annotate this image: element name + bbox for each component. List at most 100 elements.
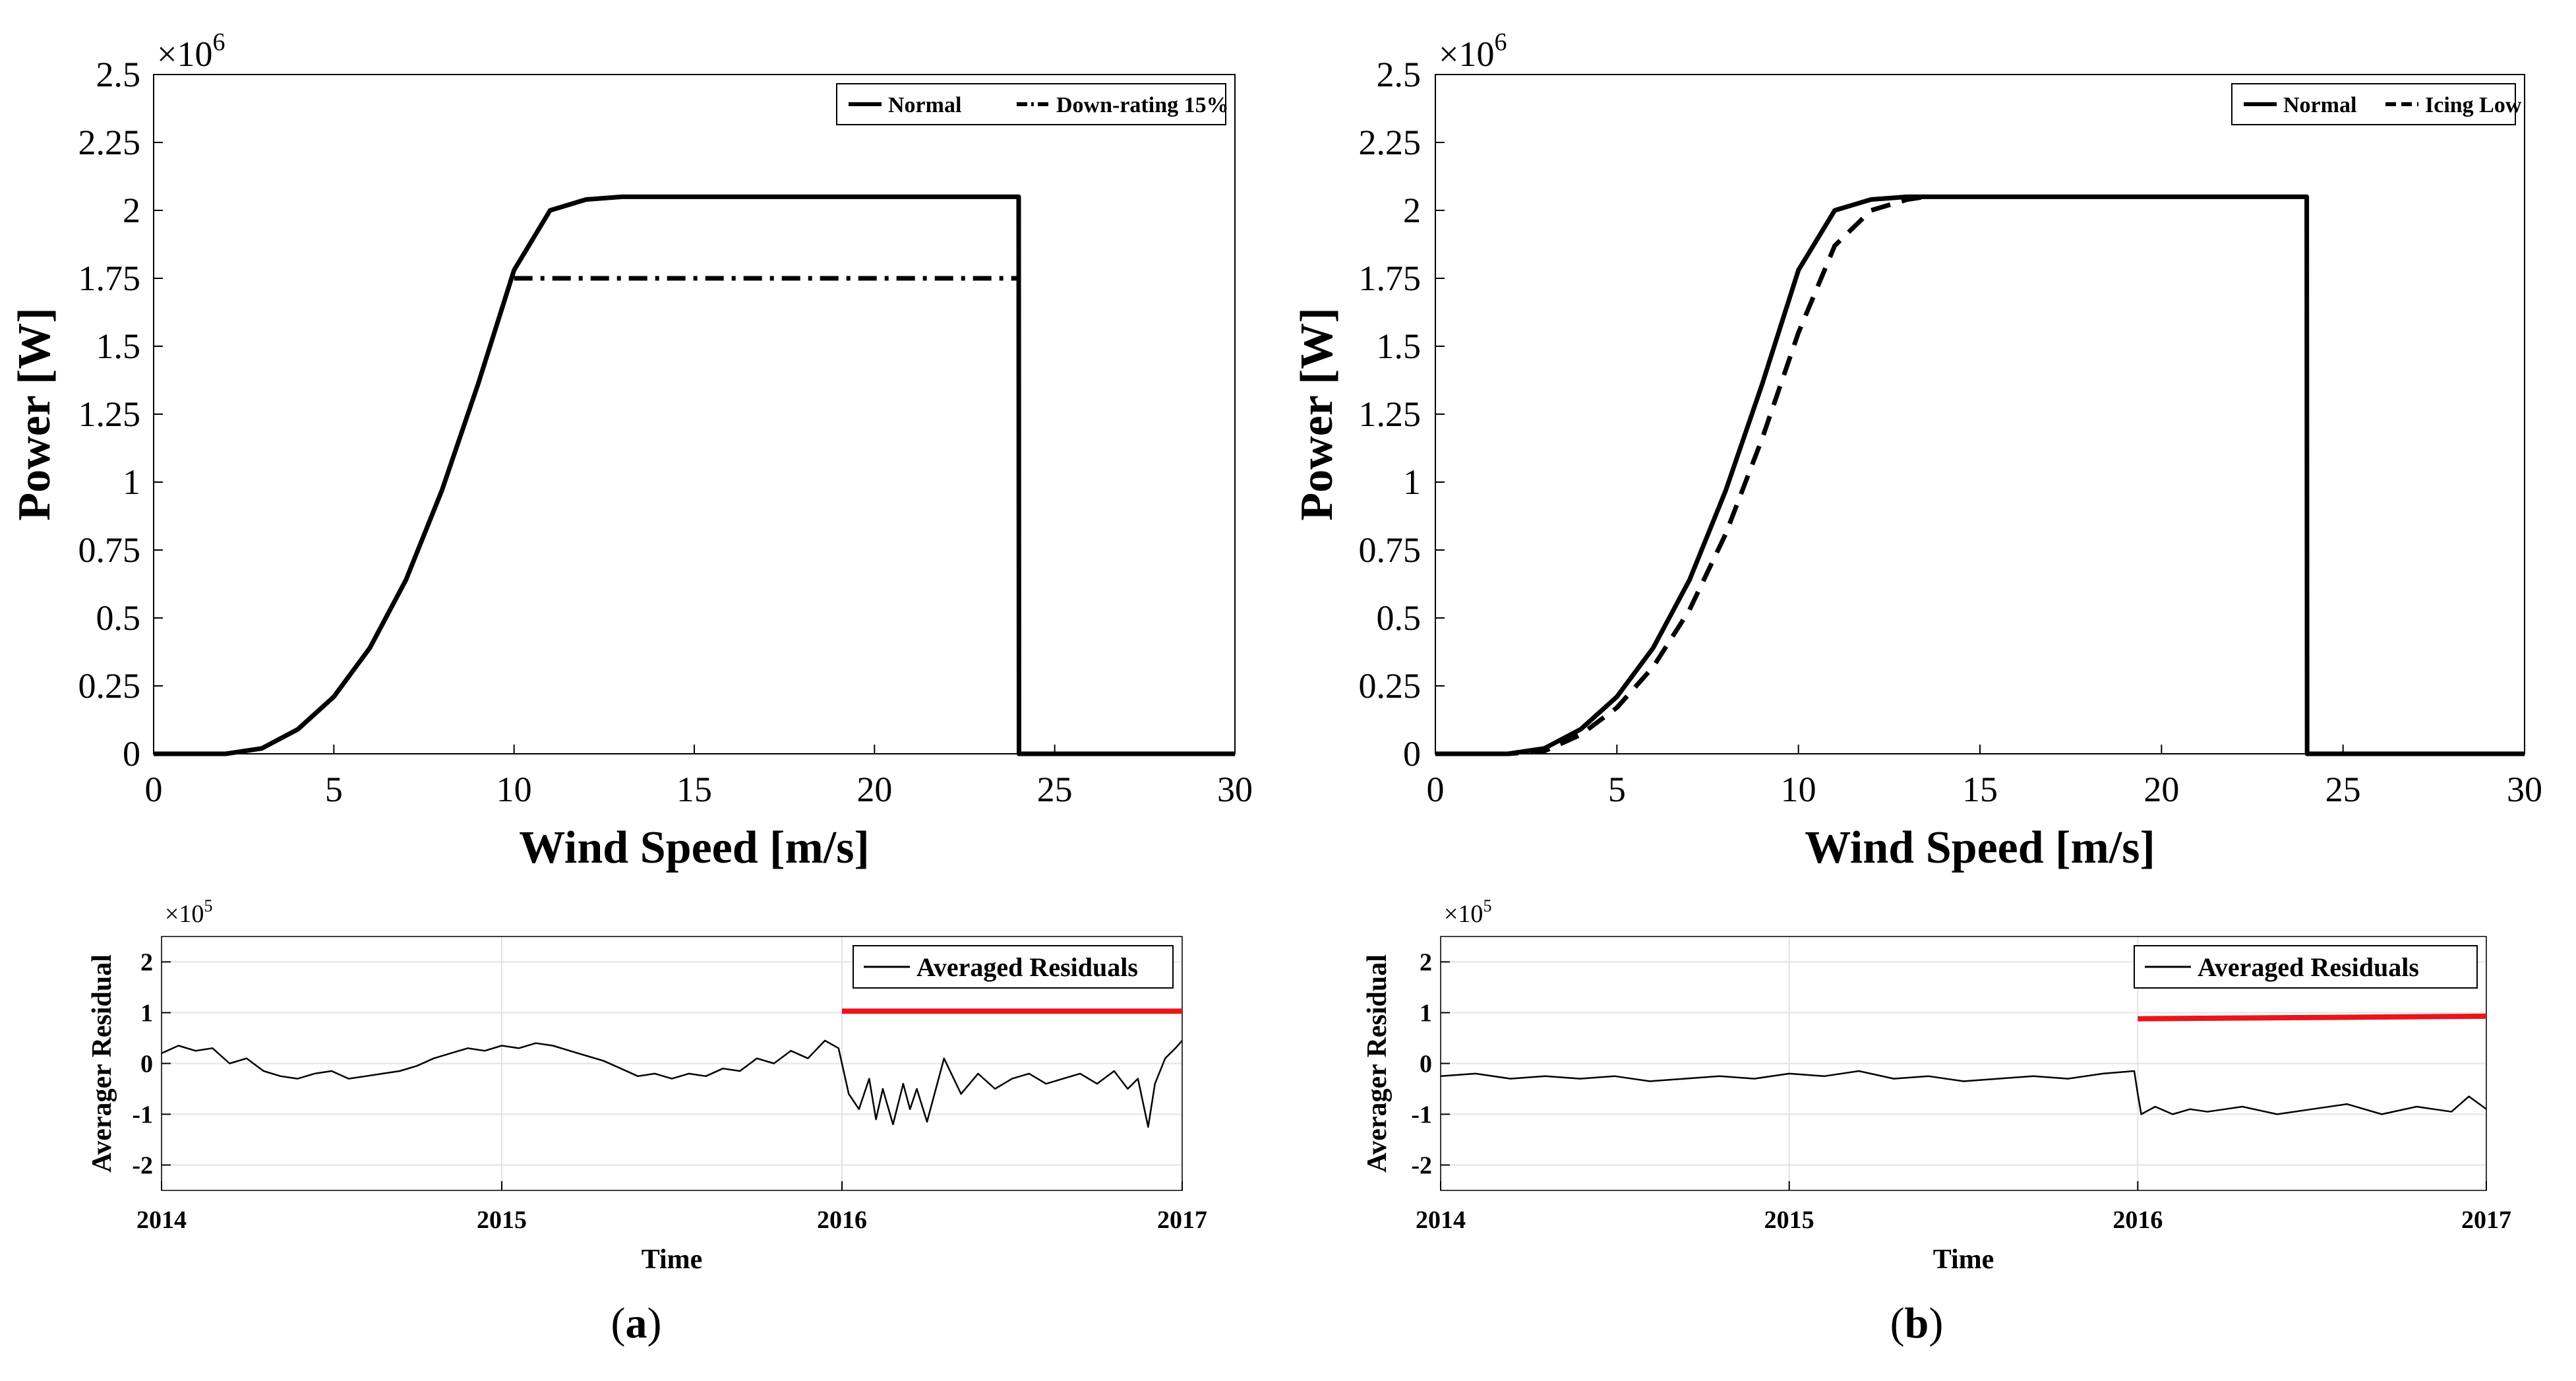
- text-layer: 0 5 10 15 20 25 3000.250.50.7511.251.51.7522.2…: [9, 28, 2542, 1347]
- residuals-a-ytick-label-1: -1: [132, 1101, 153, 1129]
- power-curve-a-ytick-label-5: 1.25: [78, 394, 141, 434]
- residuals-b-ytick-label-0: -2: [1411, 1152, 1432, 1180]
- residuals-b-xlabel: Time: [1933, 1244, 1994, 1275]
- power-curve-b-legend-label-1: Icing Low: [2425, 93, 2522, 117]
- power-curve-b-xtick-label-0: 0: [1427, 770, 1445, 809]
- power-curve-b-ytick-label-7: 1.75: [1359, 259, 1422, 298]
- power-curve-b-xtick-label-6: 30: [2507, 770, 2542, 809]
- power-curve-a-ytick-label-10: 2.5: [96, 55, 141, 94]
- residuals-b-y-exponent: ×105: [1444, 896, 1491, 928]
- power-curve-b-y-exponent: ×106: [1439, 28, 1507, 74]
- panel-label-open-0: (: [611, 1299, 626, 1347]
- residuals-a-ytick-label-4: 2: [140, 949, 153, 977]
- panel-label-letter-1: b: [1905, 1299, 1929, 1347]
- power-curve-b-ytick-label-0: 0: [1403, 734, 1421, 774]
- residuals-b-ylabel: Averager Residual: [1362, 954, 1393, 1173]
- power-curve-b-series-1: [1435, 194, 1926, 756]
- power-curve-a-y-exponent-power: 6: [212, 28, 225, 56]
- residuals-a-legend-label-0: Averaged Residuals: [916, 952, 1138, 982]
- power-curve-a-y-exponent: ×106: [157, 28, 225, 74]
- residuals-b-xtick-label-1: 2015: [1764, 1206, 1814, 1234]
- panel-label-a: (a): [611, 1299, 662, 1347]
- power-curve-a-xtick-label-3: 15: [676, 770, 712, 809]
- power-curve-a-ylabel: Power [W]: [9, 307, 60, 520]
- power-curve-a-ytick-label-4: 1: [123, 462, 140, 502]
- power-curve-b-ytick-label-10: 2.5: [1377, 55, 1422, 94]
- power-curve-b-xtick-label-3: 15: [1962, 770, 1998, 809]
- power-curve-b-legend-label-0: Normal: [2283, 93, 2356, 117]
- power-curve-a-xtick-label-1: 5: [325, 770, 343, 809]
- residuals-a-ytick-label-0: -2: [132, 1152, 153, 1180]
- power-curve-a-frame: [153, 74, 1236, 754]
- residuals-b-legend-box: [2134, 945, 2478, 989]
- power-curve-a-ytick-label-1: 0.25: [78, 666, 141, 706]
- series-layer: [154, 194, 2525, 1128]
- residuals-b-xtick-label-2: 2016: [2112, 1206, 2163, 1234]
- residuals-a-xtick-label-1: 2015: [477, 1206, 527, 1234]
- power-curve-b-ytick-label-9: 2.25: [1359, 123, 1422, 162]
- residuals-a-xtick-label-0: 2014: [136, 1206, 187, 1234]
- axes-frames: [153, 74, 2525, 1191]
- residuals-a-ytick-label-2: 0: [140, 1051, 153, 1078]
- power-curve-a-xtick-label-2: 10: [496, 770, 532, 809]
- residuals-a-xtick-label-3: 2017: [1157, 1206, 1207, 1234]
- power-curve-b-ytick-label-6: 1.5: [1377, 326, 1422, 366]
- residuals-a-y-exponent: ×105: [165, 896, 212, 928]
- residuals-a-y-exponent-power: 5: [204, 896, 212, 915]
- power-curve-b-series-0: [1435, 194, 2525, 756]
- residuals-b-series-0: [1440, 1070, 2487, 1115]
- panel-label-close-0: ): [647, 1299, 662, 1347]
- residuals-b-ytick-label-3: 1: [1420, 1000, 1432, 1028]
- residuals-b-xtick-label-0: 2014: [1416, 1206, 1466, 1234]
- residuals-b-ytick-label-2: 0: [1420, 1051, 1432, 1078]
- residuals-b-threshold-line: [2138, 1013, 2487, 1022]
- power-curve-b-ytick-label-1: 0.25: [1359, 666, 1422, 706]
- power-curve-a-xtick-label-0: 0: [145, 770, 163, 809]
- residuals-b-ytick-label-1: -1: [1411, 1101, 1432, 1129]
- power-curve-b-ytick-label-5: 1.25: [1359, 394, 1422, 434]
- power-curve-a-ytick-label-2: 0.5: [96, 598, 141, 638]
- residuals-b-y-exponent-base: ×10: [1444, 900, 1483, 928]
- residuals-a-xtick-label-2: 2016: [817, 1206, 867, 1234]
- power-curve-a-xlabel: Wind Speed [m/s]: [519, 822, 870, 873]
- power-curve-b-xtick-label-4: 20: [2143, 770, 2179, 809]
- panel-label-close-1: ): [1929, 1299, 1943, 1347]
- power-curve-a-xtick-label-5: 25: [1037, 770, 1073, 809]
- power-curve-b-ytick-label-2: 0.5: [1377, 598, 1422, 638]
- power-curve-b-ytick-label-4: 1: [1403, 462, 1421, 502]
- power-curve-b-xlabel: Wind Speed [m/s]: [1805, 822, 2155, 873]
- residuals-b-legend-label-0: Averaged Residuals: [2198, 952, 2419, 982]
- power-curve-a-legend-label-0: Normal: [888, 93, 961, 117]
- residuals-a-ylabel: Averager Residual: [87, 954, 117, 1173]
- residuals-b-xtick-label-3: 2017: [2461, 1206, 2511, 1234]
- power-curve-b-ytick-label-3: 0.75: [1359, 530, 1422, 570]
- residuals-a-ytick-label-3: 1: [140, 1000, 153, 1028]
- power-curve-b-xtick-label-2: 10: [1781, 770, 1816, 809]
- power-curve-a-ytick-label-9: 2.25: [78, 123, 141, 162]
- power-curve-a-ytick-label-8: 2: [123, 191, 140, 230]
- power-curve-b-xtick-label-1: 5: [1608, 770, 1626, 809]
- power-curve-a-y-exponent-base: ×10: [157, 34, 212, 74]
- residuals-a-y-exponent-base: ×10: [165, 900, 204, 928]
- power-curve-a-xtick-label-6: 30: [1217, 770, 1253, 809]
- power-curve-a-ytick-label-6: 1.5: [96, 326, 141, 366]
- power-curve-a-ytick-label-0: 0: [123, 734, 140, 774]
- panel-label-letter-0: a: [626, 1299, 647, 1347]
- power-curve-b-ylabel: Power [W]: [1292, 307, 1342, 520]
- power-curve-b-legend-box: [2231, 83, 2516, 125]
- power-curve-b-frame: [1435, 74, 2525, 754]
- power-curve-b-y-exponent-power: 6: [1494, 28, 1507, 56]
- power-curve-a-legend-label-1: Down-rating 15%: [1056, 93, 1229, 117]
- legend-layer: Normal Down-rating 15% Normal Icing Low Aver…: [836, 83, 2522, 989]
- panel-label-open-1: (: [1890, 1299, 1905, 1347]
- power-curve-a-series-0: [154, 194, 1235, 756]
- power-curve-a-ytick-label-3: 0.75: [78, 530, 141, 570]
- residuals-a-series-0: [161, 1039, 1183, 1128]
- residuals-b-y-exponent-power: 5: [1483, 896, 1491, 915]
- panel-label-b: (b): [1890, 1299, 1944, 1347]
- residuals-b-ytick-label-4: 2: [1420, 949, 1432, 977]
- residuals-a-xlabel: Time: [642, 1244, 703, 1275]
- power-curve-b-y-exponent-base: ×10: [1439, 34, 1494, 74]
- power-curve-a-xtick-label-4: 20: [856, 770, 892, 809]
